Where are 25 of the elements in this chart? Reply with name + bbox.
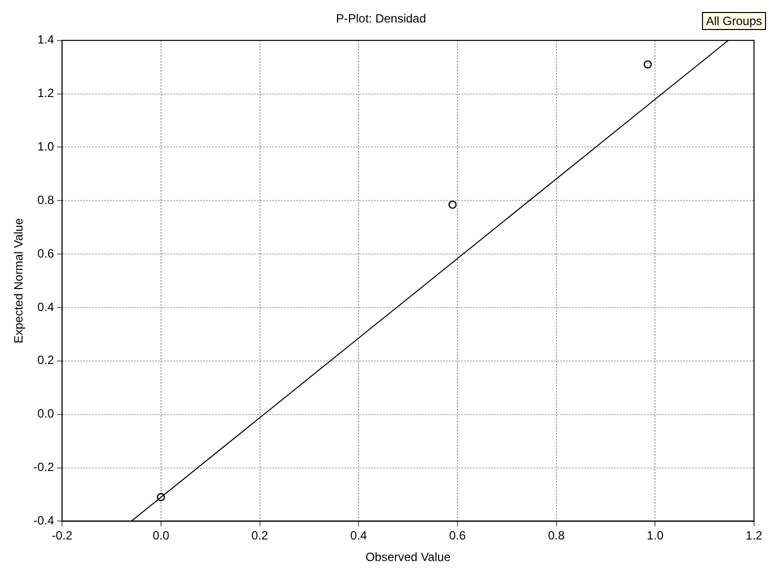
y-tick-label: 0.0 bbox=[37, 406, 54, 421]
y-tick-label: 0.6 bbox=[37, 246, 54, 260]
x-tick-label: 0.6 bbox=[449, 528, 466, 543]
y-tick-label: 1.2 bbox=[37, 86, 54, 100]
y-tick-label: 1.4 bbox=[37, 32, 54, 47]
x-tick-label: 0.0 bbox=[152, 528, 170, 543]
point bbox=[156, 493, 166, 502]
y-tick-label: 0.2 bbox=[37, 353, 54, 368]
x-tick-label: 1.2 bbox=[746, 528, 763, 543]
text: All Groups bbox=[702, 12, 766, 30]
y-tick-label: 1.0 bbox=[37, 140, 54, 154]
x-tick-label: -0.2 bbox=[52, 528, 73, 543]
y-tick-label: -0.2 bbox=[33, 460, 54, 474]
y-tick-label: -0.4 bbox=[33, 514, 54, 528]
x-tick-label: 1.0 bbox=[646, 528, 664, 543]
x-tick-label: 0.2 bbox=[251, 528, 268, 543]
y-tick-label: 0.8 bbox=[37, 192, 54, 207]
x-axis-title: Observed Value bbox=[365, 550, 451, 564]
y-axis-title: Expected Normal Value bbox=[12, 218, 26, 344]
x-tick-label: 0.4 bbox=[350, 528, 368, 543]
point bbox=[644, 60, 652, 69]
x-tick-label: 0.8 bbox=[548, 528, 565, 543]
y-tick-label: 0.4 bbox=[37, 300, 54, 314]
chart-title: P-Plot: Densidad bbox=[336, 12, 426, 26]
point bbox=[448, 200, 457, 209]
